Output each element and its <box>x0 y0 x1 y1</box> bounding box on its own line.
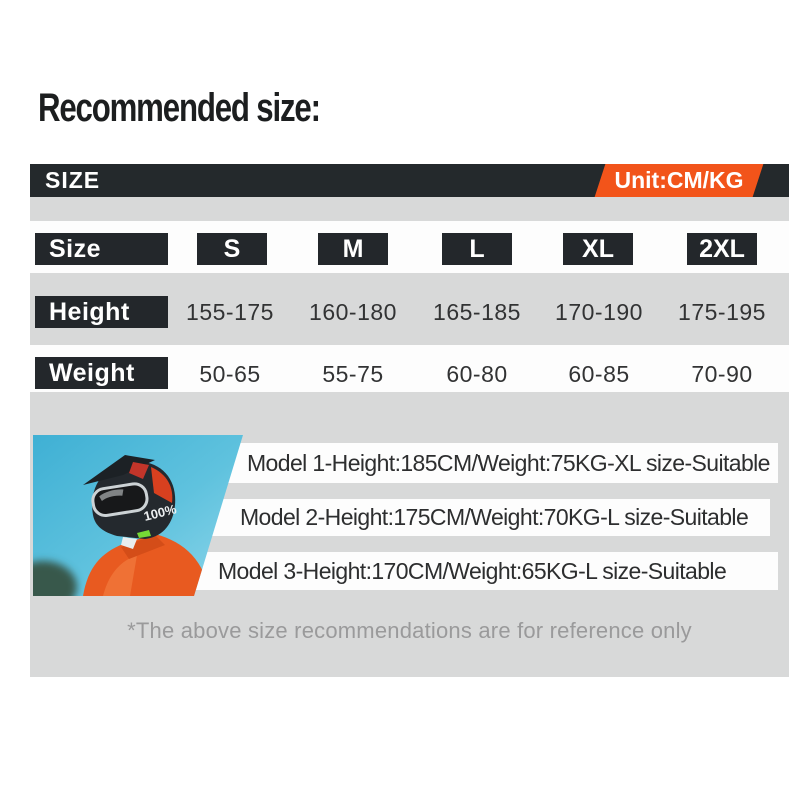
helmet-visor-peak <box>83 455 155 485</box>
helmet-red-accent <box>151 467 172 503</box>
height-cell-s: 155-175 <box>186 299 274 325</box>
size-cell-l: L <box>442 233 512 265</box>
unit-badge-label: Unit:CM/KG <box>614 167 744 193</box>
helmet-top-accent <box>129 462 149 479</box>
weight-cell-2xl: 70-90 <box>691 361 753 387</box>
height-cell-m: 160-180 <box>309 299 397 325</box>
height-row-label: Height <box>35 296 168 328</box>
model-row-2-stripe <box>150 499 770 536</box>
size-cell-s: S <box>197 233 267 265</box>
footnote: *The above size recommendations are for … <box>127 618 692 643</box>
unit-badge: Unit:CM/KG <box>594 164 764 197</box>
height-cell-xl: 170-190 <box>555 299 643 325</box>
model-3-info: Model 3-Height:170CM/Weight:65KG-L size-… <box>218 558 727 584</box>
model-row-1-stripe <box>150 443 778 483</box>
table-header-bar: SIZE Unit:CM/KG <box>30 164 789 197</box>
weight-cell-m: 55-75 <box>322 361 384 387</box>
helmet-green-accent <box>137 530 151 538</box>
size-header-label: SIZE <box>45 167 101 193</box>
size-row-label: Size <box>35 233 168 265</box>
height-cell-2xl: 175-195 <box>678 299 766 325</box>
weight-cell-xl: 60-85 <box>568 361 630 387</box>
size-cell-m: M <box>318 233 388 265</box>
weight-cell-s: 50-65 <box>199 361 261 387</box>
jacket-highlight <box>103 555 137 596</box>
model-1-info: Model 1-Height:185CM/Weight:75KG-XL size… <box>247 450 770 476</box>
size-cell-xl: XL <box>563 233 633 265</box>
model-2-info: Model 2-Height:175CM/Weight:70KG-L size-… <box>240 504 749 530</box>
chin-strap <box>121 537 137 549</box>
height-cell-l: 165-185 <box>433 299 521 325</box>
tree-silhouette <box>33 561 77 596</box>
weight-cell-l: 60-80 <box>446 361 508 387</box>
jacket-collar <box>121 535 165 559</box>
weight-row-label: Weight <box>35 357 168 389</box>
page-title: Recommended size: <box>38 86 321 130</box>
rider-photo: 100% <box>33 435 243 596</box>
goggles <box>91 482 149 517</box>
rider-photo-illustration: 100% <box>33 435 243 596</box>
model-row-3-stripe <box>145 552 778 590</box>
size-cell-2xl: 2XL <box>687 233 757 265</box>
